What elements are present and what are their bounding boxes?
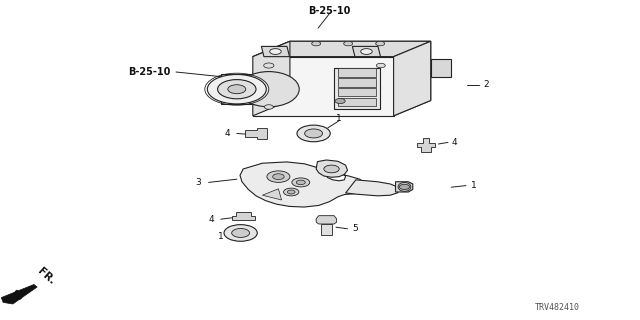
Polygon shape <box>245 128 267 139</box>
Polygon shape <box>417 138 435 152</box>
Circle shape <box>312 41 321 46</box>
Circle shape <box>264 63 274 68</box>
Polygon shape <box>221 75 256 104</box>
Text: 1: 1 <box>218 232 223 241</box>
Polygon shape <box>289 50 355 55</box>
Circle shape <box>296 180 305 185</box>
Circle shape <box>399 184 410 189</box>
Circle shape <box>284 188 299 196</box>
Polygon shape <box>338 78 376 86</box>
Text: B-25-10: B-25-10 <box>128 67 170 77</box>
Polygon shape <box>338 88 376 96</box>
Polygon shape <box>253 41 431 116</box>
Circle shape <box>376 63 385 68</box>
Text: 3: 3 <box>196 178 201 187</box>
Text: TRV482410: TRV482410 <box>534 303 579 312</box>
Polygon shape <box>240 162 365 207</box>
Polygon shape <box>262 189 282 200</box>
Polygon shape <box>394 41 431 116</box>
Text: 4: 4 <box>452 138 457 147</box>
Polygon shape <box>1 284 37 304</box>
Circle shape <box>324 165 339 173</box>
Circle shape <box>264 105 273 109</box>
Text: 4: 4 <box>225 129 230 138</box>
Text: FR.: FR. <box>36 266 57 287</box>
Ellipse shape <box>239 72 300 107</box>
Text: 5: 5 <box>353 224 358 233</box>
Circle shape <box>344 41 353 46</box>
Polygon shape <box>232 212 255 220</box>
Circle shape <box>207 75 266 104</box>
Polygon shape <box>396 182 413 192</box>
Circle shape <box>267 171 290 182</box>
Circle shape <box>228 85 246 94</box>
Circle shape <box>335 99 345 104</box>
Circle shape <box>224 225 257 241</box>
Circle shape <box>305 129 323 138</box>
Circle shape <box>297 125 330 142</box>
Polygon shape <box>316 160 348 177</box>
Polygon shape <box>261 46 289 57</box>
Ellipse shape <box>398 182 411 191</box>
Circle shape <box>273 174 284 180</box>
Polygon shape <box>321 224 332 235</box>
Text: 1: 1 <box>471 181 476 190</box>
Circle shape <box>376 41 385 46</box>
Polygon shape <box>253 57 394 116</box>
Polygon shape <box>253 41 431 57</box>
Polygon shape <box>353 46 381 57</box>
Circle shape <box>361 49 372 54</box>
Polygon shape <box>431 59 451 77</box>
Polygon shape <box>253 41 290 116</box>
Polygon shape <box>316 216 337 224</box>
Text: 1: 1 <box>337 114 342 123</box>
Circle shape <box>218 80 256 99</box>
Text: B-25-10: B-25-10 <box>308 6 351 16</box>
Circle shape <box>292 178 310 187</box>
Circle shape <box>287 190 295 194</box>
Circle shape <box>269 49 281 54</box>
Text: 4: 4 <box>209 215 214 224</box>
Polygon shape <box>338 98 376 106</box>
Polygon shape <box>335 68 380 109</box>
Text: 2: 2 <box>484 80 489 89</box>
Polygon shape <box>338 68 376 76</box>
Polygon shape <box>346 180 398 196</box>
Circle shape <box>232 228 250 237</box>
